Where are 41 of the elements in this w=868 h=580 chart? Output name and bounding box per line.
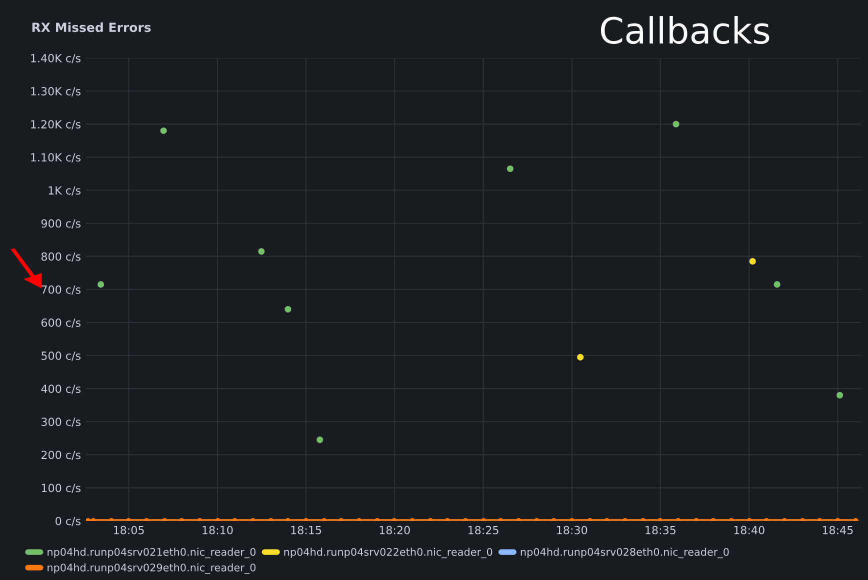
y-tick-label: 700 c/s [42, 285, 81, 295]
y-tick-label: 500 c/s [42, 352, 81, 361]
point [577, 354, 584, 360]
point [316, 436, 324, 444]
y-tick-label: 600 c/s [41, 318, 81, 328]
point [774, 281, 780, 288]
y-tick-label: 1.10K c/s [31, 153, 81, 162]
y-tick-label: 1.30K c/s [31, 87, 81, 96]
legend-label: np04hd.runp04srv021eth0.nic_reader_0 [48, 548, 256, 558]
x-tick-label: 18:45 [822, 526, 853, 534]
legend-label: np04hd.runp04srv029eth0.nic_reader_0 [48, 563, 256, 574]
legend-label: np04hd.runp04srv028eth0.nic_reader_0 [520, 548, 729, 558]
point [284, 306, 292, 313]
x-tick-label: 18:20 [380, 526, 410, 534]
point [672, 120, 680, 128]
y-tick-label: 1.20K c/s [31, 120, 81, 130]
x-tick-label: 18:35 [646, 526, 676, 534]
y-tick-label: 100 c/s [42, 484, 81, 494]
point [98, 281, 104, 288]
x-tick-label: 18:15 [291, 526, 322, 534]
y-tick-label: 900 c/s [41, 219, 81, 229]
y-tick-label: 1K c/s [48, 186, 81, 196]
legend-label: np04hd.runp04srv022eth0.nic_reader_0 [284, 548, 492, 558]
point [258, 248, 265, 255]
chart-title: RX Missed Errors [32, 22, 151, 32]
x-tick-label: 18:10 [202, 526, 233, 534]
x-tick-label: 18:05 [114, 526, 144, 534]
point [836, 392, 844, 399]
text: Callbacks [600, 16, 770, 44]
x-tick-label: 18:40 [734, 526, 764, 534]
point [160, 127, 167, 134]
point [506, 165, 514, 172]
point [749, 258, 756, 265]
x-tick-label: 18:25 [468, 526, 498, 534]
y-tick-label: 300 c/s [42, 418, 81, 427]
y-tick-label: 400 c/s [41, 384, 81, 394]
y-tick-label: 200 c/s [42, 450, 81, 460]
x-tick-label: 18:30 [557, 526, 588, 534]
y-tick-label: 0 c/s [56, 516, 81, 526]
y-tick-label: 800 c/s [41, 252, 81, 262]
y-tick-label: 1.40K c/s [31, 54, 81, 64]
